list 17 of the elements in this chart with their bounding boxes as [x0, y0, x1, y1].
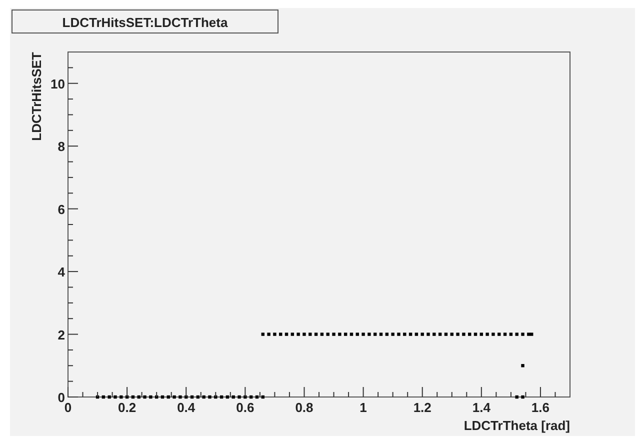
x-axis-title: LDCTrTheta [rad]	[464, 418, 570, 433]
x-tick-label: 0.4	[177, 400, 196, 415]
x-tick-label: 0.2	[118, 400, 136, 415]
x-tick-label: 1.6	[531, 400, 550, 415]
y-tick-label: 10	[50, 76, 65, 92]
y-tick-label: 2	[58, 327, 65, 342]
y-tick-label: 6	[58, 202, 65, 217]
x-tick-label: 0.6	[236, 400, 254, 415]
y-tick-label: 8	[58, 139, 65, 154]
x-tick-label: 1.4	[472, 400, 492, 415]
x-tick-label: 0.8	[295, 400, 314, 415]
chart-title: LDCTrHitsSET:LDCTrTheta	[62, 15, 228, 30]
x-tick-label: 1.2	[413, 400, 432, 415]
y-tick-label: 4	[58, 264, 66, 280]
y-axis-title: LDCTrHitsSET	[29, 52, 44, 141]
x-tick-label: 1	[360, 400, 367, 415]
y-tick-label: 0	[58, 390, 65, 405]
